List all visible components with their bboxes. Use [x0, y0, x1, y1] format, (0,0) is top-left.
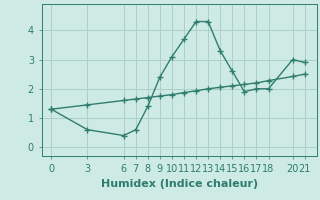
X-axis label: Humidex (Indice chaleur): Humidex (Indice chaleur)	[100, 179, 258, 189]
